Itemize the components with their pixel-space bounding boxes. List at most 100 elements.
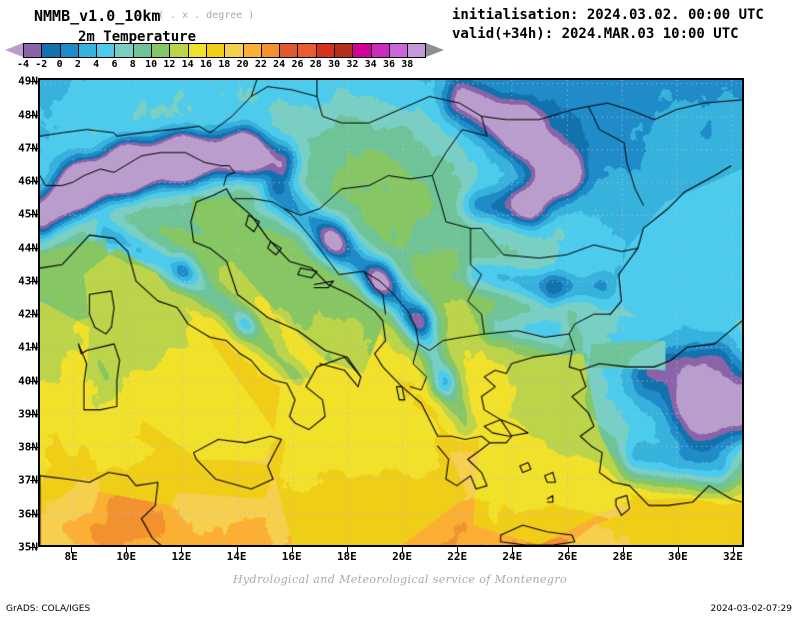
x-axis-tick-mark: [732, 547, 734, 553]
colorbar-swatch: [205, 43, 225, 58]
colorbar-under-arrow: [5, 43, 23, 57]
colorbar-swatch: [151, 43, 170, 58]
x-axis-tick-mark: [402, 547, 404, 553]
x-axis-tick-mark: [677, 547, 679, 553]
chart-header: NMMB_v1.0_10km ( . x . degree ) 2m Tempe…: [0, 0, 800, 76]
y-axis-tick-mark: [30, 81, 38, 83]
x-axis-tick-mark: [236, 547, 238, 553]
colorbar-swatch: [187, 43, 206, 58]
y-axis-tick-mark: [30, 181, 38, 183]
y-axis-tick-label: 44N: [18, 241, 38, 255]
grads-label: GrADS: COLA/IGES: [6, 604, 91, 614]
colorbar-swatch: [352, 43, 371, 58]
colorbar-swatch: [59, 43, 78, 58]
y-axis-tick-label: 42N: [18, 307, 38, 321]
y-axis-tick-label: 47N: [18, 141, 38, 155]
y-axis-tick-mark: [30, 480, 38, 482]
y-axis-tick-label: 40N: [18, 374, 38, 388]
y-axis-tick-label: 41N: [18, 340, 38, 354]
x-axis-tick-mark: [457, 547, 459, 553]
x-axis-tick-mark: [291, 547, 293, 553]
colorbar-tick: 32: [346, 59, 359, 70]
x-axis-tick-label: 24E: [502, 550, 523, 563]
x-axis-tick-label: 10E: [116, 550, 137, 563]
y-axis-tick-label: 38N: [18, 440, 38, 454]
y-axis-tick-label: 48N: [18, 108, 38, 122]
y-axis-tick-label: 43N: [18, 274, 38, 288]
y-axis-tick-mark: [30, 214, 38, 216]
x-axis-tick-mark: [126, 547, 128, 553]
colorbar-tick: 28: [309, 59, 322, 70]
temperature-field-canvas: [40, 80, 742, 545]
field-title: 2m Temperature: [78, 29, 197, 45]
y-axis-tick-mark: [30, 447, 38, 449]
x-axis-tick-label: 28E: [612, 550, 633, 563]
y-axis-tick-mark: [30, 280, 38, 282]
colorbar-tick: 12: [163, 59, 176, 70]
colorbar-swatch: [23, 43, 42, 58]
colorbar-swatch: [224, 43, 243, 58]
y-axis-tick-label: 36N: [18, 507, 38, 521]
colorbar-tick: 10: [145, 59, 158, 70]
y-axis-tick-label: 45N: [18, 207, 38, 221]
y-axis-tick-mark: [30, 314, 38, 316]
x-axis-tick-label: 26E: [557, 550, 578, 563]
colorbar-tick: 26: [291, 59, 304, 70]
x-axis-tick-mark: [71, 547, 73, 553]
y-axis-tick-mark: [30, 247, 38, 249]
colorbar-swatch: [96, 43, 115, 58]
run-timestamp: 2024-03-02-07:29: [710, 604, 793, 614]
colorbar-tick: 38: [401, 59, 414, 70]
x-axis-tick-label: 12E: [171, 550, 192, 563]
map-plot-area[interactable]: [38, 78, 744, 547]
initialisation-time: initialisation: 2024.03.02. 00:00 UTC: [452, 7, 764, 23]
x-axis-tick-label: 14E: [226, 550, 247, 563]
colorbar-swatch: [388, 43, 408, 58]
x-axis-tick-label: 32E: [723, 550, 743, 563]
y-axis-tick-mark: [30, 413, 38, 415]
colorbar-swatch: [334, 43, 353, 58]
colorbar-swatch: [41, 43, 60, 58]
x-axis-tick-label: 18E: [336, 550, 357, 563]
y-axis-tick-label: 35N: [18, 540, 38, 554]
y-axis-tick-label: 46N: [18, 174, 38, 188]
colorbar-tick: 2: [74, 59, 81, 70]
y-axis-tick-mark: [30, 547, 38, 548]
y-axis-tick-mark: [30, 380, 38, 382]
x-axis-tick-label: 8E: [64, 550, 78, 563]
colorbar-swatch: [279, 43, 298, 58]
model-title: NMMB_v1.0_10km: [34, 7, 161, 25]
y-axis-tick-label: 39N: [18, 407, 38, 421]
x-axis-tick-label: 30E: [667, 550, 688, 563]
x-axis-tick-label: 20E: [392, 550, 412, 563]
colorbar-tick: 22: [254, 59, 267, 70]
colorbar-tick: -4: [16, 59, 30, 70]
colorbar-swatch: [407, 43, 426, 58]
x-axis-tick-mark: [512, 547, 514, 553]
service-credit: Hydrological and Meteorological service …: [232, 573, 568, 586]
temperature-colorbar: -4 -2 0 2 4 6 8 10 12 14 16 18 20 22 24 26 28 30 32 34 36 38: [0, 43, 470, 73]
colorbar-swatch: [297, 43, 316, 58]
colorbar-swatch: [77, 43, 97, 58]
x-axis-tick-label: 16E: [281, 550, 302, 563]
colorbar-tick: 18: [218, 59, 231, 70]
colorbar-swatch: [370, 43, 389, 58]
colorbar-tick: 34: [364, 59, 377, 70]
x-axis-tick-mark: [622, 547, 624, 553]
colorbar-tick: 4: [93, 59, 100, 70]
y-axis-tick-mark: [30, 147, 38, 149]
colorbar-swatch: [132, 43, 152, 58]
colorbar-tick: -2: [35, 59, 48, 70]
colorbar-tick: 8: [129, 59, 136, 70]
colorbar-tick: 16: [199, 59, 213, 70]
colorbar-tick: 0: [56, 59, 63, 70]
y-axis-tick-mark: [30, 347, 38, 349]
colorbar-over-arrow: [426, 43, 444, 57]
model-resolution-note: ( . x . degree ): [158, 10, 255, 21]
y-axis-tick-label: 37N: [18, 473, 38, 487]
colorbar-swatch: [260, 43, 280, 58]
colorbar-tick: 14: [181, 59, 194, 70]
y-axis-tick-label: 49N: [18, 74, 38, 88]
valid-time: valid(+34h): 2024.MAR.03 10:00 UTC: [452, 26, 739, 42]
colorbar-swatches: [23, 43, 426, 58]
